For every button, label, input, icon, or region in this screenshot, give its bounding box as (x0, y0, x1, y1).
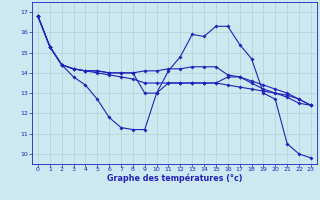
X-axis label: Graphe des températures (°c): Graphe des températures (°c) (107, 174, 242, 183)
